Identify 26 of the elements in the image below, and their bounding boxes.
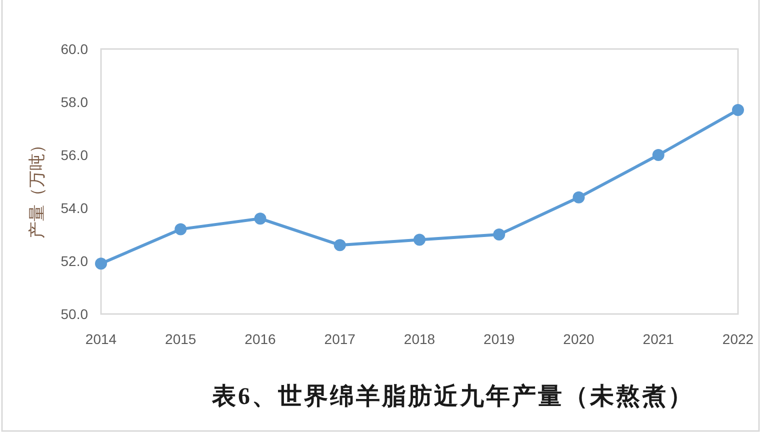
- point: [493, 228, 506, 240]
- x-tick-label: 2017: [324, 331, 356, 347]
- x-tick-label: 2015: [165, 331, 196, 347]
- x-tick-label: 2019: [484, 331, 515, 347]
- point: [174, 223, 187, 236]
- y-tick-label: 58.0: [60, 94, 88, 110]
- point: [95, 258, 107, 270]
- x-tick-label: 2021: [642, 331, 674, 347]
- point: [334, 239, 346, 252]
- x-tick-label: 2018: [404, 331, 436, 347]
- x-tick-label: 2016: [244, 331, 276, 347]
- point: [652, 149, 664, 161]
- x-tick-label: 2020: [563, 331, 595, 347]
- point: [732, 104, 744, 116]
- y-tick-label: 50.0: [60, 306, 88, 322]
- y-tick-label: 54.0: [60, 200, 88, 216]
- point: [572, 191, 585, 204]
- text: 表6、世界绵羊脂肪近九年产量（未熬煮）: [211, 383, 694, 410]
- x-tick-label: 2014: [85, 331, 117, 347]
- point: [254, 212, 266, 225]
- point: [414, 234, 426, 246]
- y-tick-label: 52.0: [60, 253, 88, 269]
- y-tick-label: 60.0: [60, 41, 88, 57]
- x-tick-label: 2022: [722, 331, 754, 347]
- y-tick-label: 56.0: [60, 147, 88, 163]
- y-axis-title: 产量（万吨）: [28, 136, 46, 238]
